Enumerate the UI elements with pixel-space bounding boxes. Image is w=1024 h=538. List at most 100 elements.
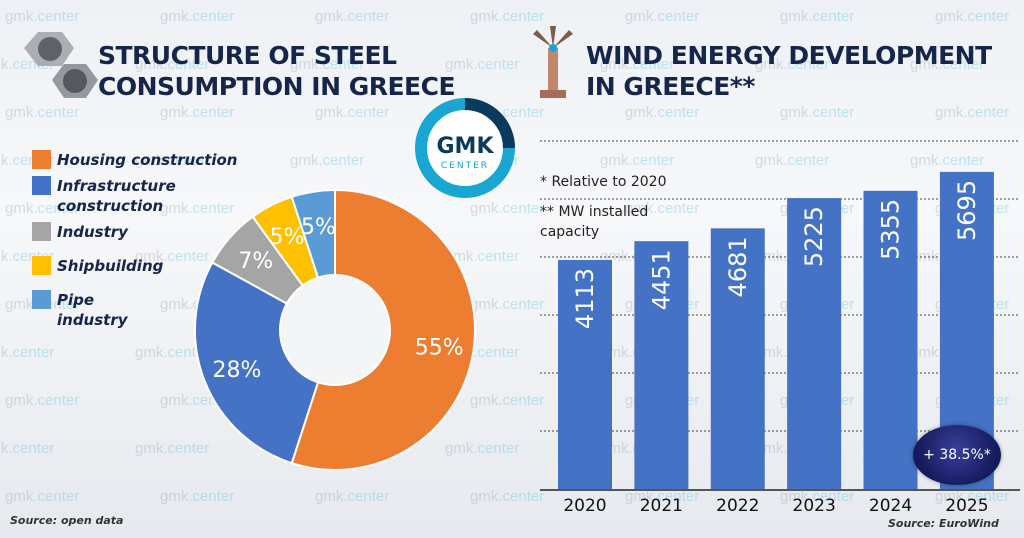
x-tick-label: 2022 bbox=[716, 496, 759, 516]
bar-data-label: 5695 bbox=[953, 180, 981, 241]
watermark: gmk.center bbox=[935, 488, 1010, 505]
legend-label: Infrastructure construction bbox=[57, 177, 176, 215]
legend-swatch bbox=[32, 222, 51, 241]
legend-swatch bbox=[32, 150, 51, 169]
note-relative: * Relative to 2020 bbox=[540, 174, 667, 190]
bar bbox=[863, 190, 918, 489]
title-line: CONSUMPTION IN GREECE bbox=[98, 72, 456, 101]
legend-swatch bbox=[32, 176, 51, 195]
watermark: gmk.center bbox=[5, 200, 80, 217]
bar bbox=[787, 198, 842, 489]
legend-label: Housing construction bbox=[57, 151, 238, 169]
watermark: gmk.center bbox=[470, 8, 545, 25]
left-source: Source: open data bbox=[10, 514, 124, 527]
watermark: gmk.center bbox=[600, 56, 675, 73]
watermark: gmk.center bbox=[470, 296, 545, 313]
logo-text: GMK bbox=[437, 134, 495, 159]
donut-data-label: 5% bbox=[270, 225, 305, 250]
x-tick-label: 2025 bbox=[945, 496, 988, 516]
watermark: gmk.center bbox=[135, 440, 210, 457]
bar-data-label: 4681 bbox=[724, 236, 752, 297]
donut-slice bbox=[290, 188, 476, 471]
legend-item: Industry bbox=[32, 222, 257, 242]
legend-swatch bbox=[32, 290, 51, 309]
watermark: gmk.center bbox=[0, 440, 55, 457]
legend-item: Housing construction bbox=[32, 150, 257, 170]
title-line: STRUCTURE OF STEEL bbox=[98, 41, 397, 70]
bar-data-label: 5355 bbox=[877, 199, 905, 260]
growth-badge: + 38.5%* bbox=[913, 425, 1001, 485]
watermark: gmk.center bbox=[625, 200, 700, 217]
note-mw: ** MW installed capacity bbox=[540, 204, 649, 240]
legend-item: Shipbuilding bbox=[32, 256, 257, 276]
watermark: gmk.center bbox=[910, 152, 985, 169]
watermark: gmk.center bbox=[5, 488, 80, 505]
title-line: IN GREECE** bbox=[586, 72, 755, 101]
bar-data-label: 4113 bbox=[571, 268, 599, 329]
watermark: gmk.center bbox=[135, 248, 210, 265]
watermark: gmk.center bbox=[135, 56, 210, 73]
x-tick-label: 2020 bbox=[563, 496, 606, 516]
x-tick-label: 2023 bbox=[793, 496, 836, 516]
legend-label: Pipe industry bbox=[57, 291, 128, 329]
gmk-center-logo: GMK CENTER bbox=[415, 98, 515, 198]
watermark: gmk.center bbox=[445, 440, 520, 457]
watermark: gmk.center bbox=[0, 344, 55, 361]
watermark: gmk.center bbox=[5, 392, 80, 409]
watermark: gmk.center bbox=[935, 104, 1010, 121]
watermark: gmk.center bbox=[755, 152, 830, 169]
donut-data-label: 55% bbox=[415, 336, 464, 361]
watermark: gmk.center bbox=[445, 56, 520, 73]
donut-slice bbox=[290, 188, 336, 279]
watermark: gmk.center bbox=[780, 104, 855, 121]
legend-label: Industry bbox=[57, 223, 128, 241]
right-source: Source: EuroWind bbox=[888, 517, 999, 530]
watermark: gmk.center bbox=[160, 200, 235, 217]
watermark: gmk.center bbox=[470, 392, 545, 409]
x-tick-label: 2021 bbox=[640, 496, 683, 516]
watermark: gmk.center bbox=[315, 488, 390, 505]
watermark: gmk.center bbox=[600, 152, 675, 169]
watermark: gmk.center bbox=[315, 104, 390, 121]
logo-subtext: CENTER bbox=[441, 161, 489, 171]
donut-data-label: 7% bbox=[238, 249, 273, 274]
bar bbox=[558, 259, 612, 489]
donut-data-label: 5% bbox=[301, 215, 336, 240]
title-line: WIND ENERGY DEVELOPMENT bbox=[586, 41, 992, 70]
watermark: gmk.center bbox=[5, 8, 80, 25]
wind-bar-chart: 4113 2020 4451 2021 4681 2022 5225 2023 5355 2024… bbox=[540, 140, 1020, 516]
steel-donut-chart: 55%28%7%5%5% bbox=[194, 188, 476, 471]
watermark: gmk.center bbox=[625, 104, 700, 121]
watermark: gmk.center bbox=[470, 200, 545, 217]
donut-data-label: 28% bbox=[212, 358, 261, 383]
watermark: gmk.center bbox=[135, 152, 210, 169]
watermark: gmk.center bbox=[625, 488, 700, 505]
watermark: gmk.center bbox=[470, 488, 545, 505]
watermark: gmk.center bbox=[780, 488, 855, 505]
hex-nuts-icon bbox=[24, 32, 98, 98]
x-tick-label: 2024 bbox=[869, 496, 912, 516]
watermark: gmk.center bbox=[755, 56, 830, 73]
bar-data-label: 5225 bbox=[800, 206, 828, 267]
steel-chart-title: STRUCTURE OF STEEL CONSUMPTION IN GREECE bbox=[98, 40, 456, 102]
watermark: gmk.center bbox=[290, 56, 365, 73]
watermark: gmk.center bbox=[5, 104, 80, 121]
watermark: gmk.center bbox=[780, 8, 855, 25]
watermark: gmk.center bbox=[160, 8, 235, 25]
wind-chart-title: WIND ENERGY DEVELOPMENT IN GREECE** bbox=[586, 40, 992, 102]
watermark: gmk.center bbox=[160, 104, 235, 121]
legend-item: Infrastructure construction bbox=[32, 176, 257, 216]
bar bbox=[634, 241, 689, 489]
bar bbox=[710, 228, 765, 489]
watermark: gmk.center bbox=[935, 8, 1010, 25]
watermark: gmk.center bbox=[290, 152, 365, 169]
donut-hole bbox=[281, 276, 389, 384]
legend-swatch bbox=[32, 256, 51, 275]
watermark: gmk.center bbox=[625, 8, 700, 25]
legend-label: Shipbuilding bbox=[57, 257, 164, 275]
watermark: gmk.center bbox=[160, 488, 235, 505]
donut-slice bbox=[194, 261, 320, 465]
watermark: gmk.center bbox=[910, 56, 985, 73]
wind-turbine-icon bbox=[533, 26, 573, 98]
bar-data-label: 4451 bbox=[647, 249, 675, 310]
